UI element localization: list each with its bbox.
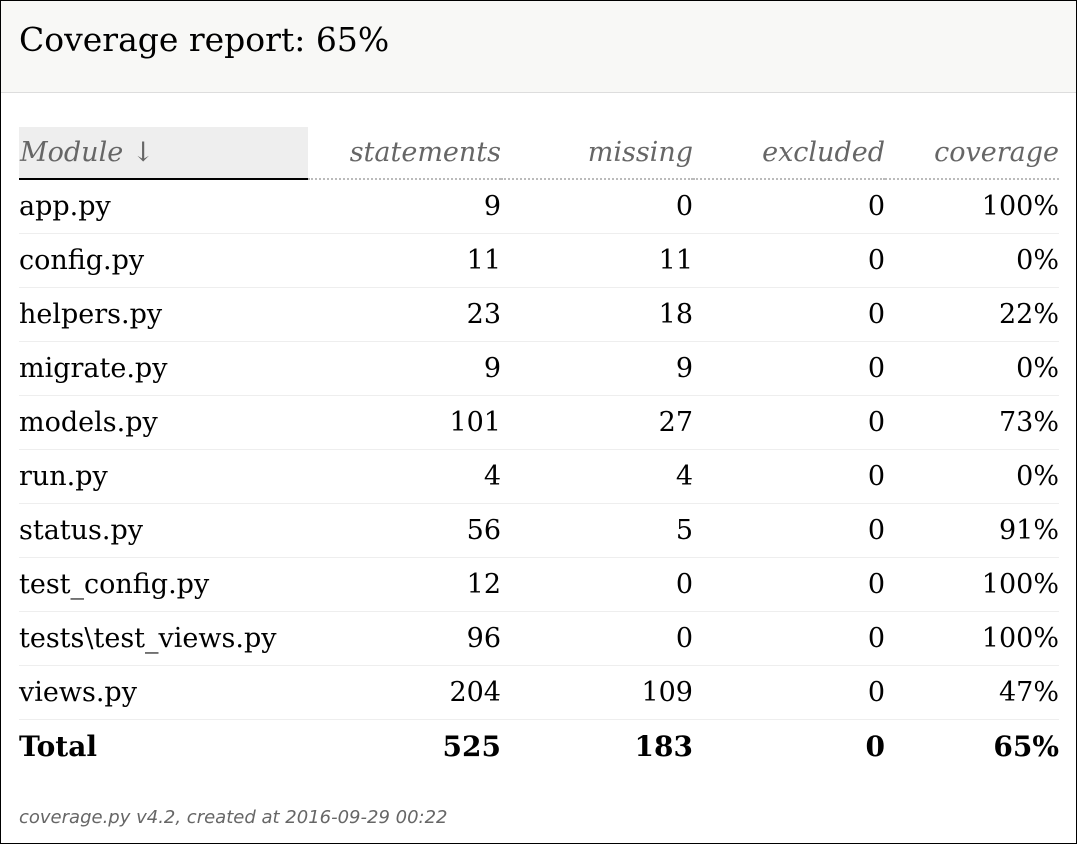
total-missing: 183 bbox=[634, 729, 693, 763]
total-statements: 525 bbox=[442, 729, 501, 763]
missing-cell: 0 bbox=[501, 611, 693, 666]
statements-cell: 11 bbox=[308, 233, 501, 288]
coverage-cell: 73% bbox=[885, 395, 1059, 450]
statements-cell: 56 bbox=[308, 503, 501, 558]
column-header-module-label: Module bbox=[20, 137, 124, 168]
missing-cell: 5 bbox=[501, 503, 693, 558]
column-header-excluded[interactable]: excluded bbox=[693, 127, 885, 180]
report-header: Coverage report: 65% bbox=[1, 1, 1076, 93]
table-row: config.py 11 11 0 0% bbox=[19, 233, 1059, 288]
statements-cell: 96 bbox=[308, 611, 501, 666]
table-row: models.py 101 27 0 73% bbox=[19, 395, 1059, 450]
table-row: views.py 204 109 0 47% bbox=[19, 665, 1059, 720]
statements-cell: 204 bbox=[308, 665, 501, 720]
module-link[interactable]: helpers.py bbox=[19, 287, 308, 342]
total-row: Total 525 183 0 65% bbox=[19, 719, 1059, 773]
missing-cell: 0 bbox=[501, 179, 693, 234]
excluded-cell: 0 bbox=[693, 233, 885, 288]
coverage-cell: 0% bbox=[885, 341, 1059, 396]
table-row: status.py 56 5 0 91% bbox=[19, 503, 1059, 558]
missing-cell: 0 bbox=[501, 557, 693, 612]
module-link[interactable]: models.py bbox=[19, 395, 308, 450]
table-row: migrate.py 9 9 0 0% bbox=[19, 341, 1059, 396]
excluded-cell: 0 bbox=[693, 503, 885, 558]
statements-cell: 9 bbox=[308, 341, 501, 396]
table-body: app.py 9 0 0 100% config.py 11 11 0 0% helpers.py 2… bbox=[19, 179, 1059, 720]
coverage-cell: 100% bbox=[885, 611, 1059, 666]
excluded-cell: 0 bbox=[693, 341, 885, 396]
column-header-missing[interactable]: missing bbox=[501, 127, 693, 180]
module-link[interactable]: test_config.py bbox=[19, 557, 308, 612]
missing-cell: 18 bbox=[501, 287, 693, 342]
missing-cell: 109 bbox=[501, 665, 693, 720]
excluded-cell: 0 bbox=[693, 179, 885, 234]
module-link[interactable]: config.py bbox=[19, 233, 308, 288]
page-title: Coverage report: 65% bbox=[19, 20, 390, 59]
excluded-cell: 0 bbox=[693, 557, 885, 612]
table-header-row: Module ↓ statements missing excluded cov… bbox=[19, 127, 1059, 180]
statements-cell: 101 bbox=[308, 395, 501, 450]
excluded-cell: 0 bbox=[693, 611, 885, 666]
coverage-table: Module ↓ statements missing excluded cov… bbox=[19, 127, 1059, 773]
coverage-cell: 0% bbox=[885, 233, 1059, 288]
module-link[interactable]: views.py bbox=[19, 665, 308, 720]
module-link[interactable]: migrate.py bbox=[19, 341, 308, 396]
excluded-cell: 0 bbox=[693, 395, 885, 450]
coverage-cell: 100% bbox=[885, 557, 1059, 612]
total-coverage: 65% bbox=[993, 729, 1059, 763]
missing-cell: 4 bbox=[501, 449, 693, 504]
report-table-container: Module ↓ statements missing excluded cov… bbox=[19, 127, 1059, 773]
total-label: Total bbox=[19, 729, 98, 763]
missing-cell: 11 bbox=[501, 233, 693, 288]
statements-cell: 9 bbox=[308, 179, 501, 234]
coverage-cell: 91% bbox=[885, 503, 1059, 558]
missing-cell: 27 bbox=[501, 395, 693, 450]
coverage-cell: 47% bbox=[885, 665, 1059, 720]
excluded-cell: 0 bbox=[693, 665, 885, 720]
excluded-cell: 0 bbox=[693, 449, 885, 504]
module-link[interactable]: run.py bbox=[19, 449, 308, 504]
coverage-cell: 0% bbox=[885, 449, 1059, 504]
table-row: helpers.py 23 18 0 22% bbox=[19, 287, 1059, 342]
table-row: run.py 4 4 0 0% bbox=[19, 449, 1059, 504]
statements-cell: 12 bbox=[308, 557, 501, 612]
statements-cell: 4 bbox=[308, 449, 501, 504]
module-link[interactable]: tests\test_views.py bbox=[19, 611, 308, 666]
table-row: tests\test_views.py 96 0 0 100% bbox=[19, 611, 1059, 666]
column-header-coverage[interactable]: coverage bbox=[885, 127, 1059, 180]
table-row: test_config.py 12 0 0 100% bbox=[19, 557, 1059, 612]
table-row: app.py 9 0 0 100% bbox=[19, 179, 1059, 234]
missing-cell: 9 bbox=[501, 341, 693, 396]
sort-descending-icon: ↓ bbox=[131, 137, 155, 168]
excluded-cell: 0 bbox=[693, 287, 885, 342]
report-footer: coverage.py v4.2, created at 2016-09-29 … bbox=[19, 807, 448, 828]
module-link[interactable]: app.py bbox=[19, 179, 308, 234]
column-header-statements[interactable]: statements bbox=[308, 127, 501, 180]
coverage-cell: 100% bbox=[885, 179, 1059, 234]
statements-cell: 23 bbox=[308, 287, 501, 342]
coverage-cell: 22% bbox=[885, 287, 1059, 342]
module-link[interactable]: status.py bbox=[19, 503, 308, 558]
column-header-module[interactable]: Module ↓ bbox=[19, 127, 308, 180]
total-excluded: 0 bbox=[865, 729, 885, 763]
